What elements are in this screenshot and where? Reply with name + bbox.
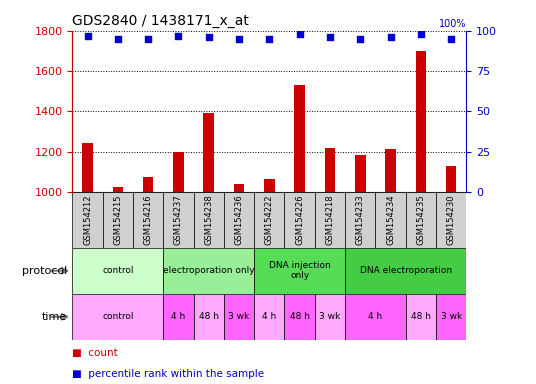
Bar xyxy=(82,142,93,192)
Text: 4 h: 4 h xyxy=(368,312,383,321)
Text: GSM154238: GSM154238 xyxy=(204,194,213,245)
Bar xyxy=(415,51,426,192)
Text: 3 wk: 3 wk xyxy=(228,312,250,321)
Point xyxy=(204,34,213,40)
Text: GSM154222: GSM154222 xyxy=(265,195,274,245)
Point xyxy=(386,34,395,40)
Bar xyxy=(315,192,345,248)
Bar xyxy=(254,294,285,340)
Bar xyxy=(264,179,274,192)
Text: GSM154235: GSM154235 xyxy=(416,195,426,245)
Text: DNA electroporation: DNA electroporation xyxy=(360,266,452,275)
Bar xyxy=(345,294,406,340)
Text: 3 wk: 3 wk xyxy=(441,312,462,321)
Text: GSM154226: GSM154226 xyxy=(295,195,304,245)
Point xyxy=(114,36,122,42)
Bar xyxy=(325,148,335,192)
Text: 4 h: 4 h xyxy=(172,312,185,321)
Bar xyxy=(113,187,123,192)
Bar xyxy=(406,192,436,248)
Bar xyxy=(436,192,466,248)
Text: GSM154218: GSM154218 xyxy=(325,195,334,245)
Bar xyxy=(234,184,244,192)
Bar xyxy=(345,248,466,294)
Bar xyxy=(163,192,193,248)
Bar xyxy=(224,294,254,340)
Bar xyxy=(193,294,224,340)
Point xyxy=(144,36,152,42)
Bar xyxy=(163,294,193,340)
Bar xyxy=(143,177,153,192)
Text: 48 h: 48 h xyxy=(199,312,219,321)
Text: GSM154230: GSM154230 xyxy=(446,195,456,245)
Bar xyxy=(204,113,214,192)
Bar xyxy=(103,192,133,248)
Point xyxy=(83,33,92,39)
Bar xyxy=(375,192,406,248)
Text: protocol: protocol xyxy=(22,266,67,276)
Text: GSM154234: GSM154234 xyxy=(386,195,395,245)
Bar xyxy=(72,248,163,294)
Point xyxy=(174,33,183,39)
Text: ■  count: ■ count xyxy=(72,348,118,358)
Bar xyxy=(294,85,305,192)
Text: 3 wk: 3 wk xyxy=(319,312,340,321)
Bar xyxy=(315,294,345,340)
Text: GSM154237: GSM154237 xyxy=(174,194,183,245)
Bar xyxy=(72,294,163,340)
Text: GSM154233: GSM154233 xyxy=(356,194,365,245)
Bar xyxy=(285,192,315,248)
Point xyxy=(356,36,364,42)
Text: GSM154212: GSM154212 xyxy=(83,195,92,245)
Text: GSM154236: GSM154236 xyxy=(235,194,243,245)
Bar xyxy=(254,248,345,294)
Bar xyxy=(163,248,254,294)
Text: control: control xyxy=(102,266,133,275)
Bar xyxy=(436,294,466,340)
Point xyxy=(265,36,273,42)
Bar xyxy=(224,192,254,248)
Bar xyxy=(345,192,375,248)
Point xyxy=(295,31,304,37)
Bar xyxy=(193,192,224,248)
Point xyxy=(416,31,425,37)
Bar xyxy=(285,294,315,340)
Bar xyxy=(72,192,103,248)
Bar xyxy=(355,155,366,192)
Point xyxy=(447,36,456,42)
Text: GDS2840 / 1438171_x_at: GDS2840 / 1438171_x_at xyxy=(72,14,249,28)
Text: 48 h: 48 h xyxy=(411,312,431,321)
Text: DNA injection
only: DNA injection only xyxy=(269,261,331,280)
Text: 4 h: 4 h xyxy=(262,312,277,321)
Text: electroporation only: electroporation only xyxy=(163,266,255,275)
Text: GSM154215: GSM154215 xyxy=(113,195,122,245)
Text: 48 h: 48 h xyxy=(289,312,310,321)
Text: 100%: 100% xyxy=(439,19,466,29)
Bar xyxy=(173,152,184,192)
Bar xyxy=(406,294,436,340)
Text: GSM154216: GSM154216 xyxy=(144,195,153,245)
Bar xyxy=(385,149,396,192)
Point xyxy=(235,36,243,42)
Text: time: time xyxy=(42,312,67,322)
Point xyxy=(326,34,334,40)
Text: ■  percentile rank within the sample: ■ percentile rank within the sample xyxy=(72,369,264,379)
Text: control: control xyxy=(102,312,133,321)
Bar xyxy=(254,192,285,248)
Bar xyxy=(133,192,163,248)
Bar xyxy=(446,166,457,192)
